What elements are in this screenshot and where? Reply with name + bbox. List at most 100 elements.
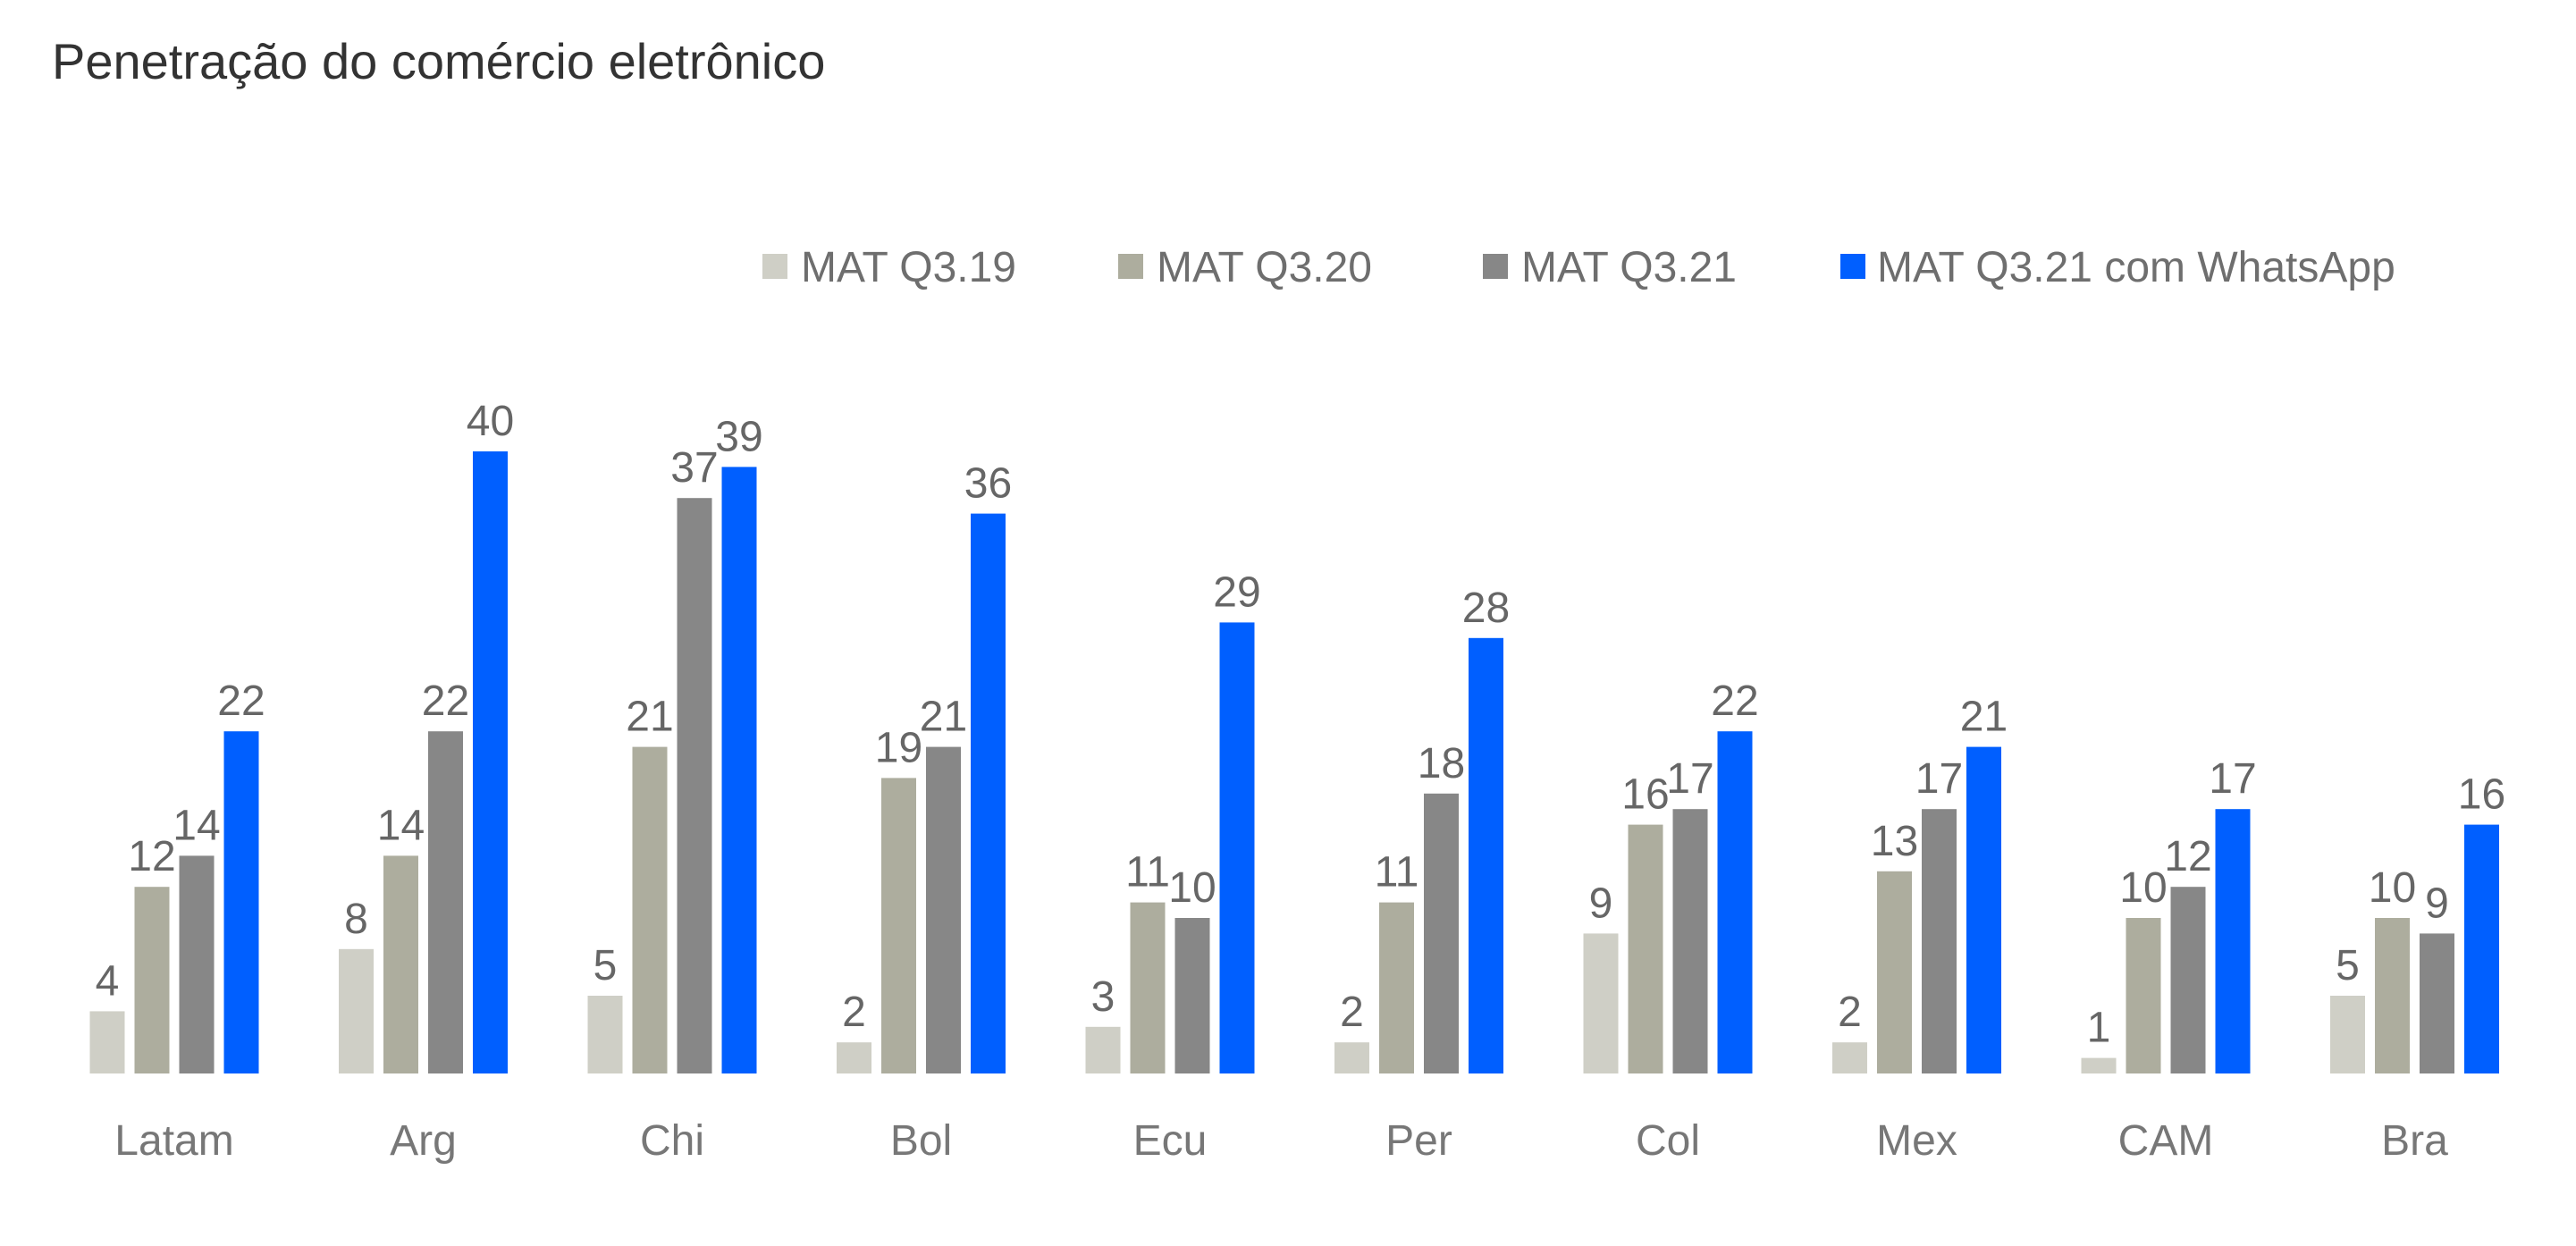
data-label: 9 xyxy=(2425,880,2449,927)
bar xyxy=(383,855,418,1073)
bar xyxy=(473,451,508,1073)
legend-swatch-q320 xyxy=(1118,254,1143,279)
data-label: 39 xyxy=(715,413,762,460)
bar xyxy=(223,731,259,1073)
data-label: 10 xyxy=(1168,864,1216,912)
legend-swatch-q319 xyxy=(762,254,787,279)
data-label: 12 xyxy=(2164,833,2211,880)
bar xyxy=(677,498,712,1073)
data-label: 22 xyxy=(217,678,265,725)
x-tick-label: Latam xyxy=(114,1117,233,1165)
data-label: 16 xyxy=(2458,771,2505,819)
x-tick-label: Chi xyxy=(640,1117,704,1165)
data-label: 4 xyxy=(96,957,120,1005)
category-group-bra: 510 9 16 Bra xyxy=(2330,771,2505,1165)
bar xyxy=(2126,918,2161,1073)
data-label: 11 xyxy=(1375,849,1419,897)
data-label: 11 xyxy=(1125,849,1170,897)
data-label: 40 xyxy=(467,398,514,445)
legend: MAT Q3.19 MAT Q3.20 MAT Q3.21 MAT Q3.21 … xyxy=(762,244,2395,291)
x-tick-label: Arg xyxy=(390,1117,457,1165)
bar xyxy=(837,1042,871,1073)
data-label: 3 xyxy=(1091,973,1115,1021)
data-label: 1 xyxy=(2087,1005,2111,1052)
bar xyxy=(2464,824,2499,1073)
category-group-mex: 2 13 17 21 Mex xyxy=(1832,694,2008,1165)
bar xyxy=(2170,887,2206,1073)
data-label: 29 xyxy=(1213,568,1260,616)
data-label: 21 xyxy=(1960,694,2008,741)
bar xyxy=(1130,902,1166,1073)
bar xyxy=(1174,918,1210,1073)
bar xyxy=(721,467,757,1073)
legend-label-q321-whatsapp: MAT Q3.21 com WhatsApp xyxy=(1877,244,2395,291)
bar xyxy=(1832,1042,1867,1073)
data-label: 36 xyxy=(964,460,1012,508)
legend-label-q320: MAT Q3.20 xyxy=(1157,244,1372,291)
data-label: 8 xyxy=(344,896,368,943)
x-tick-label: Per xyxy=(1385,1117,1452,1165)
data-label: 10 xyxy=(2369,864,2416,912)
data-label: 2 xyxy=(842,989,866,1036)
x-tick-label: Mex xyxy=(1876,1117,1957,1165)
data-label: 22 xyxy=(422,678,469,725)
bar xyxy=(1672,809,1708,1073)
data-label: 5 xyxy=(593,942,618,989)
bar xyxy=(632,746,668,1073)
data-label: 10 xyxy=(2119,864,2167,912)
bar xyxy=(179,855,215,1073)
bar xyxy=(1583,933,1619,1073)
bar xyxy=(971,513,1006,1073)
x-tick-label: Col xyxy=(1636,1117,1700,1165)
bar xyxy=(1085,1026,1121,1073)
data-label: 14 xyxy=(173,802,220,849)
bar xyxy=(2215,809,2251,1073)
bar xyxy=(1717,731,1753,1073)
bar xyxy=(1379,902,1414,1073)
bar xyxy=(2081,1057,2117,1073)
data-label: 16 xyxy=(1621,771,1669,819)
data-label: 17 xyxy=(1915,755,1963,803)
bar xyxy=(134,887,170,1073)
chart-title: Penetração do comércio eletrônico xyxy=(52,33,825,89)
x-tick-label: Bol xyxy=(890,1117,952,1165)
legend-swatch-q321-whatsapp xyxy=(1840,254,1865,279)
bar xyxy=(1424,793,1459,1073)
data-label: 17 xyxy=(1666,755,1713,803)
bar xyxy=(1877,871,1912,1073)
data-label: 19 xyxy=(875,724,922,771)
data-label: 21 xyxy=(920,694,967,741)
data-label: 2 xyxy=(1838,989,1862,1036)
bar xyxy=(428,731,463,1073)
data-label: 17 xyxy=(2209,755,2256,803)
data-label: 13 xyxy=(1871,818,1918,865)
bar xyxy=(1628,824,1663,1073)
x-tick-label: CAM xyxy=(2118,1117,2214,1165)
data-label: 21 xyxy=(626,694,673,741)
bar xyxy=(339,948,374,1073)
x-tick-label: Bra xyxy=(2381,1117,2448,1165)
data-label: 18 xyxy=(1418,740,1465,787)
bar xyxy=(1966,746,2001,1073)
bar xyxy=(587,996,623,1073)
data-label: 14 xyxy=(377,802,425,849)
bar xyxy=(881,778,916,1073)
x-tick-label: Ecu xyxy=(1133,1117,1208,1165)
bar xyxy=(1334,1042,1369,1073)
data-label: 22 xyxy=(1711,678,1758,725)
bar xyxy=(2375,918,2410,1073)
bar xyxy=(89,1011,125,1073)
data-label: 9 xyxy=(1589,880,1613,927)
plot-area: 4121422Latam8142240Arg5213739Chi2192136B… xyxy=(89,398,2505,1165)
category-group-arg: 814 22 40 Arg xyxy=(339,398,514,1165)
legend-label-q321: MAT Q3.21 xyxy=(1521,244,1737,291)
data-label: 5 xyxy=(2336,942,2360,989)
category-group-per: 2 11 18 28 Per xyxy=(1334,585,1510,1165)
bar xyxy=(2330,996,2365,1073)
